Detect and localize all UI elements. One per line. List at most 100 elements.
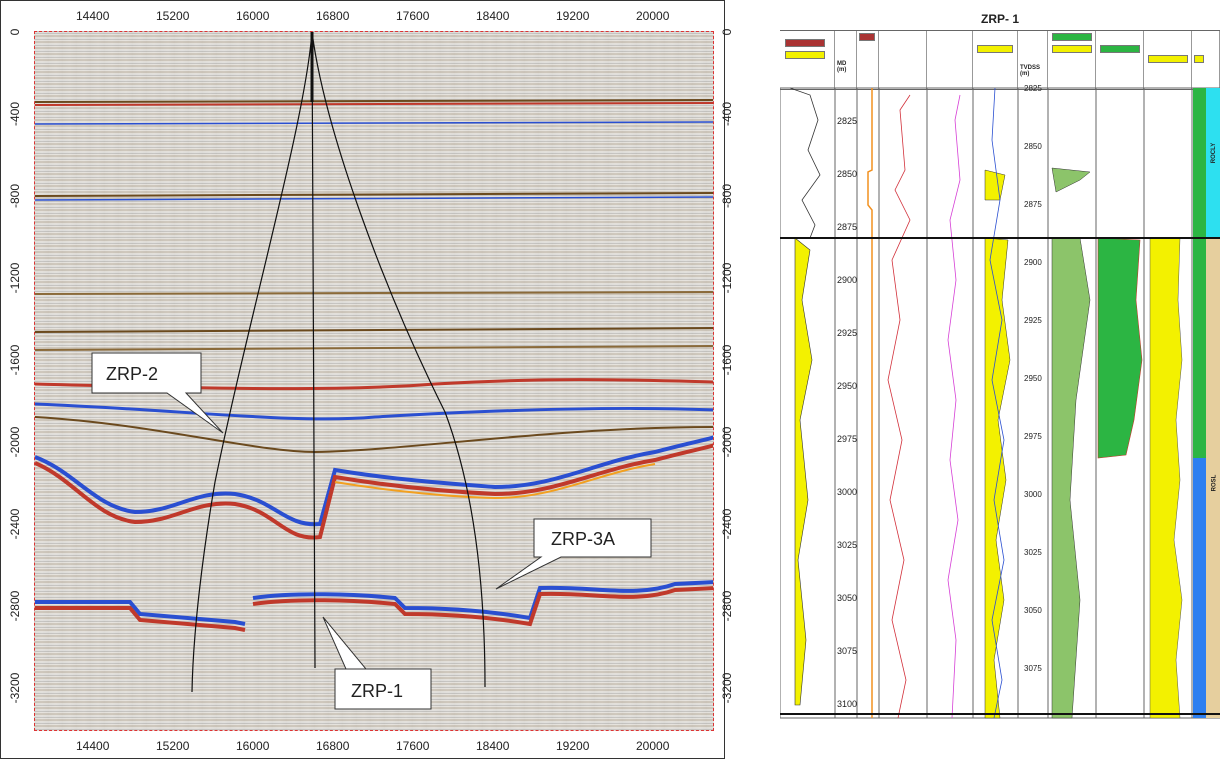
y-tick-right: -2000 [720, 426, 734, 458]
x-tick-bottom: 14400 [76, 739, 110, 753]
md-depth-label: 3025 [837, 540, 858, 550]
horizon-red-upper [35, 443, 713, 540]
y-tick-right: -2400 [720, 508, 734, 540]
x-tick-bottom: 15200 [156, 739, 190, 753]
res-curve [887, 94, 911, 719]
x-tick-top: 16800 [316, 9, 350, 23]
header-swatch [1148, 55, 1188, 63]
reflector-1200 [35, 291, 713, 295]
tvd-depth-label: 2975 [1024, 432, 1042, 441]
caliper-curve [867, 88, 873, 718]
header-perm [1144, 31, 1192, 89]
tvd-depth-label: 3000 [1024, 490, 1042, 499]
tvd-depth-label: 3050 [1024, 606, 1042, 615]
y-tick-left: -800 [8, 183, 22, 209]
y-tick-left: -3200 [8, 672, 22, 704]
md-depth-label: 2850 [837, 169, 858, 179]
y-tick-right: -1600 [720, 344, 734, 376]
header-swatch [859, 33, 875, 41]
header-den [927, 31, 973, 89]
header-swatch [977, 45, 1013, 53]
header-swatch [785, 39, 825, 47]
tvd-header: TVDSS (m) [1020, 65, 1041, 77]
x-tick-top: 20000 [636, 9, 670, 23]
y-tick-left: -2800 [8, 590, 22, 622]
x-tick-top: 18400 [476, 9, 510, 23]
sw-fill-green [1097, 237, 1143, 459]
tvd-depth-label: 2900 [1024, 258, 1042, 267]
md-depth-label: 2925 [837, 328, 858, 338]
zone-label-rosl: ROSL [1211, 474, 1218, 492]
x-tick-bottom: 19200 [556, 739, 590, 753]
horizon-red-deep-b [252, 586, 713, 627]
x-tick-bottom: 16000 [236, 739, 270, 753]
horizon-blue-upper [35, 435, 713, 527]
den-curve [947, 94, 961, 719]
tvd-depth-label: 2825 [1024, 84, 1042, 93]
header-tvd: TVDSS (m) [1018, 31, 1048, 89]
x-tick-top: 17600 [396, 9, 430, 23]
md-depth-label: 3100 [837, 699, 858, 709]
header-cal [857, 31, 879, 89]
y-tick-left: -1600 [8, 344, 22, 376]
horizon-orange-upper [334, 463, 656, 500]
reflector-1700 [35, 378, 713, 391]
md-depth-label: 2900 [837, 275, 858, 285]
seismic-horizons [35, 32, 713, 693]
header-poro [1048, 31, 1096, 89]
header-res [879, 31, 927, 89]
md-depth-label: 2975 [837, 434, 858, 444]
y-tick-right: -400 [720, 101, 734, 127]
x-tick-bottom: 17600 [396, 739, 430, 753]
well-log-tracks [780, 87, 1220, 719]
header-swatch [1194, 55, 1204, 63]
seismic-plot-area [34, 31, 714, 731]
md-depth-label: 3050 [837, 593, 858, 603]
zone-blue [1193, 458, 1206, 718]
well-trajectory-zrp3a [311, 32, 486, 688]
x-tick-bottom: 16800 [316, 739, 350, 753]
y-tick-left: -2400 [8, 508, 22, 540]
reflector-shallow-2 [35, 102, 713, 106]
md-depth-label: 2875 [837, 222, 858, 232]
header-gr [780, 31, 835, 89]
well-log-panel: ZRP- 1 MD (m) TVDSS (m) [780, 0, 1220, 759]
tvd-depth-label: 3025 [1024, 548, 1042, 557]
nphi-curve [989, 87, 1005, 719]
zone-rocly [1206, 88, 1220, 238]
reflector-1500 [35, 345, 713, 351]
x-tick-top: 16000 [236, 9, 270, 23]
header-swatch [1052, 33, 1092, 41]
y-tick-right: -2800 [720, 590, 734, 622]
reflector-shallow-1 [35, 99, 713, 103]
y-tick-right: 0 [720, 28, 734, 36]
md-depth-label: 2950 [837, 381, 858, 391]
tvd-depth-label: 2950 [1024, 374, 1042, 383]
horizon-red-deep-a [35, 606, 246, 632]
header-md: MD (m) [835, 31, 857, 89]
y-tick-right: -1200 [720, 262, 734, 294]
well-trajectory-zrp2 [191, 32, 313, 693]
gr-fill [794, 237, 813, 706]
header-sw [1096, 31, 1144, 89]
zone-rosl [1206, 238, 1220, 718]
tvd-depth-label: 2850 [1024, 142, 1042, 151]
x-tick-bottom: 20000 [636, 739, 670, 753]
y-tick-left: -2000 [8, 426, 22, 458]
poro-fill-green [1051, 167, 1091, 719]
perm-fill [1149, 237, 1183, 719]
reflector-800 [35, 192, 713, 197]
y-tick-left: -1200 [8, 262, 22, 294]
well-log-title: ZRP- 1 [980, 12, 1019, 26]
md-depth-label: 2825 [837, 116, 858, 126]
reflector-1900 [35, 416, 713, 454]
header-swatch [1100, 45, 1140, 53]
reflector-shallow-3 [35, 121, 713, 125]
md-depth-label: 3000 [837, 487, 858, 497]
seismic-section-panel: ZRP-2 ZRP-3A ZRP-1 14400 14400 15200 15200 1… [0, 0, 734, 759]
x-tick-top: 19200 [556, 9, 590, 23]
tvd-depth-label: 3075 [1024, 664, 1042, 673]
reflector-1800 [35, 402, 713, 421]
header-swatch [785, 51, 825, 59]
header-swatch [1052, 45, 1092, 53]
